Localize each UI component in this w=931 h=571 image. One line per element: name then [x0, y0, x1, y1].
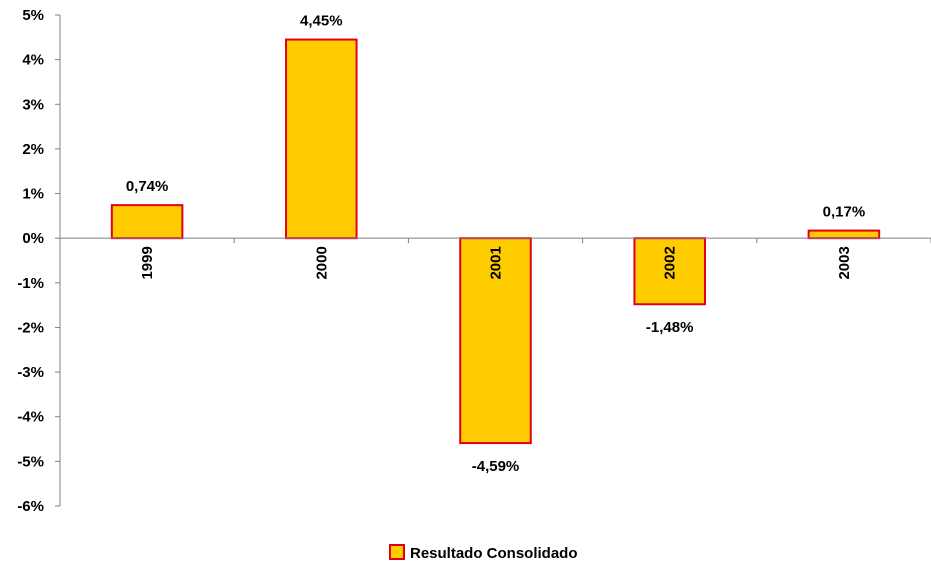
bars: [110, 38, 881, 445]
x-tick-label-2002: 2002: [662, 246, 679, 279]
x-tick-label-2003: 2003: [836, 246, 853, 279]
x-tick-label-2000: 2000: [313, 246, 330, 279]
y-tick-label: 5%: [22, 7, 44, 24]
y-tick-label: -1%: [17, 275, 44, 292]
bar-1999: [110, 204, 184, 240]
y-tick-label: -6%: [17, 498, 44, 515]
legend-swatch: [389, 544, 405, 560]
y-tick-label: 3%: [22, 96, 44, 113]
bar-2000: [285, 38, 358, 240]
y-tick-label: -4%: [17, 409, 44, 426]
data-labels: 0,74% 4,45% -4,59% -1,48% 0,17%: [126, 13, 865, 476]
x-tick-label-2001: 2001: [488, 246, 505, 279]
y-tick-label: -5%: [17, 453, 44, 470]
data-label-2003: 0,17%: [823, 204, 866, 221]
legend-label: Resultado Consolidado: [410, 545, 578, 562]
y-tick-label: -2%: [17, 319, 44, 336]
legend: Resultado Consolidado: [389, 544, 578, 562]
x-axis: 1999 2000 2001 2002 2003: [60, 237, 931, 280]
data-label-2001: -4,59%: [472, 458, 520, 475]
y-tick-label: 4%: [22, 52, 44, 69]
y-tick-label: 0%: [22, 230, 44, 247]
bar-2003: [807, 229, 881, 240]
bar-2001: [459, 237, 532, 445]
data-label-1999: 0,74%: [126, 178, 169, 195]
bar-2002: [633, 237, 706, 306]
data-label-2002: -1,48%: [646, 319, 694, 336]
data-label-2000: 4,45%: [300, 13, 343, 30]
y-tick-label: 2%: [22, 141, 44, 158]
y-axis: 5% 4% 3% 2% 1% 0% -1% -2% -3% -4% -5% -6%: [17, 7, 61, 515]
y-tick-label: 1%: [22, 186, 44, 203]
y-tick-label: -3%: [17, 364, 44, 381]
x-tick-label-1999: 1999: [139, 246, 156, 279]
